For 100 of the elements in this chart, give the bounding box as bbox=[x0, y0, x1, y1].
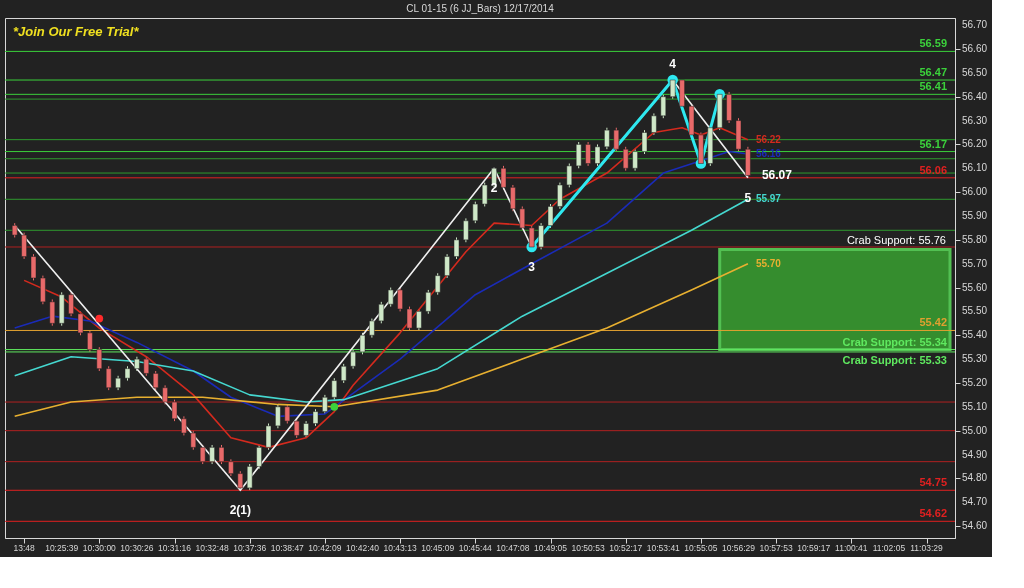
candlestick bbox=[96, 346, 103, 372]
candlestick bbox=[77, 310, 84, 336]
x-tick-label: 10:50:53 bbox=[571, 543, 605, 553]
x-tick-label: 10:30:00 bbox=[82, 543, 117, 553]
candlestick bbox=[322, 394, 328, 415]
ref-line-label: Crab Support: 55.33 bbox=[842, 353, 947, 366]
candlestick bbox=[538, 222, 544, 250]
y-tick-label: 56.40 bbox=[962, 90, 988, 102]
y-tick-label: 55.90 bbox=[962, 209, 988, 221]
point bbox=[95, 314, 104, 323]
y-tick-label: 54.60 bbox=[962, 520, 988, 532]
candlestick bbox=[331, 377, 338, 401]
candlestick bbox=[660, 93, 667, 119]
candlestick bbox=[49, 298, 56, 327]
ref-line-label: 54.62 bbox=[919, 507, 947, 520]
x-tick-label: 10:45:44 bbox=[458, 543, 493, 553]
x-tick-label: 10:37:36 bbox=[233, 543, 267, 553]
candlestick bbox=[387, 287, 394, 308]
candlestick bbox=[40, 275, 46, 305]
x-tick-label: 10:30:26 bbox=[120, 543, 154, 553]
candlestick bbox=[547, 203, 554, 229]
candlestick bbox=[218, 444, 225, 465]
candlestick bbox=[246, 463, 253, 491]
x-tick-label: 10:55:05 bbox=[684, 543, 718, 553]
y-tick-label: 56.10 bbox=[962, 162, 988, 174]
candlestick bbox=[651, 112, 657, 136]
candlestick bbox=[510, 184, 516, 212]
candlestick bbox=[472, 201, 479, 224]
annotation: *Join Our Free Trial* bbox=[13, 24, 140, 39]
y-tick-label: 56.60 bbox=[962, 43, 988, 55]
y-tick-label: 55.70 bbox=[962, 257, 988, 269]
x-tick-label: 11:03:29 bbox=[910, 543, 943, 553]
point bbox=[330, 402, 339, 411]
candlestick bbox=[463, 217, 469, 243]
ref-line-label: 54.75 bbox=[919, 476, 947, 489]
candlestick bbox=[453, 236, 460, 260]
candlestick bbox=[604, 127, 610, 150]
x-tick-label: 10:57:53 bbox=[759, 543, 793, 553]
ref-line-label: Crab Support: 55.34 bbox=[842, 335, 948, 348]
candlestick bbox=[162, 384, 168, 405]
chart-title: CL 01-15 (6 JJ_Bars) 12/17/2014 bbox=[406, 3, 555, 14]
x-tick-label: 10:38:47 bbox=[270, 543, 305, 553]
candlestick bbox=[585, 141, 591, 167]
y-tick-label: 55.10 bbox=[962, 400, 988, 412]
annotation: 5 bbox=[744, 190, 752, 205]
candlestick bbox=[594, 143, 601, 167]
candlestick bbox=[613, 127, 620, 153]
x-tick-label: 10:59:17 bbox=[797, 543, 831, 553]
candlestick bbox=[68, 291, 74, 317]
y-tick-label: 54.90 bbox=[962, 448, 988, 460]
candlestick bbox=[152, 370, 159, 391]
y-tick-label: 54.80 bbox=[962, 472, 988, 484]
candlestick bbox=[190, 430, 197, 451]
data-label: 55.97 bbox=[755, 193, 782, 205]
x-tick-label: 10:49:05 bbox=[533, 543, 568, 553]
x-tick-label: 10:47:08 bbox=[496, 543, 530, 553]
x-tick-label: 10:56:29 bbox=[721, 543, 756, 553]
annotation: 3 bbox=[528, 259, 536, 274]
y-tick-label: 55.40 bbox=[962, 329, 988, 341]
data-label: 55.70 bbox=[755, 257, 782, 269]
candlestick bbox=[622, 146, 629, 172]
candlestick bbox=[265, 423, 272, 451]
x-tick-label: 10:52:17 bbox=[609, 543, 643, 553]
candlestick bbox=[275, 403, 281, 429]
ref-line-label: 56.17 bbox=[919, 137, 947, 150]
x-tick-label: 10:32:48 bbox=[195, 543, 229, 553]
y-tick-label: 56.20 bbox=[962, 138, 988, 150]
y-tick-label: 55.50 bbox=[962, 305, 988, 317]
y-tick-label: 56.00 bbox=[962, 186, 988, 198]
annotation: 2 bbox=[490, 181, 498, 196]
candlestick bbox=[256, 444, 262, 470]
candlestick bbox=[397, 287, 403, 312]
candlestick bbox=[105, 365, 112, 391]
ref-line-label: 55.42 bbox=[919, 316, 947, 329]
annotation: 2(1) bbox=[229, 503, 251, 518]
candlestick bbox=[369, 318, 375, 339]
x-tick-label: 11:02:05 bbox=[872, 543, 906, 553]
x-tick-label: 10:53:41 bbox=[646, 543, 681, 553]
y-tick-label: 55.80 bbox=[962, 233, 988, 245]
ref-line-label: 56.06 bbox=[919, 163, 947, 176]
annotation: 4 bbox=[669, 57, 677, 72]
y-tick-label: 55.00 bbox=[962, 424, 988, 436]
y-tick-label: 56.50 bbox=[962, 66, 988, 78]
y-tick-label: 54.70 bbox=[962, 496, 988, 508]
candlestick bbox=[434, 272, 441, 296]
x-tick-label: 10:45:09 bbox=[421, 543, 455, 553]
candlestick bbox=[87, 329, 93, 353]
candlestick bbox=[557, 182, 563, 210]
candlestick bbox=[171, 399, 178, 422]
ref-line-label: 56.47 bbox=[919, 66, 947, 79]
candlestick bbox=[575, 141, 582, 169]
candlestick bbox=[566, 163, 573, 188]
band-label: Crab Support: 55.76 bbox=[846, 234, 946, 247]
x-tick-label: 10:25:39 bbox=[45, 543, 79, 553]
candlestick bbox=[378, 301, 385, 324]
y-tick-label: 56.70 bbox=[962, 19, 988, 31]
candlestick bbox=[416, 308, 422, 331]
ref-line-label: 56.41 bbox=[919, 80, 947, 93]
candlestick bbox=[641, 129, 648, 155]
candlestick bbox=[30, 253, 37, 281]
